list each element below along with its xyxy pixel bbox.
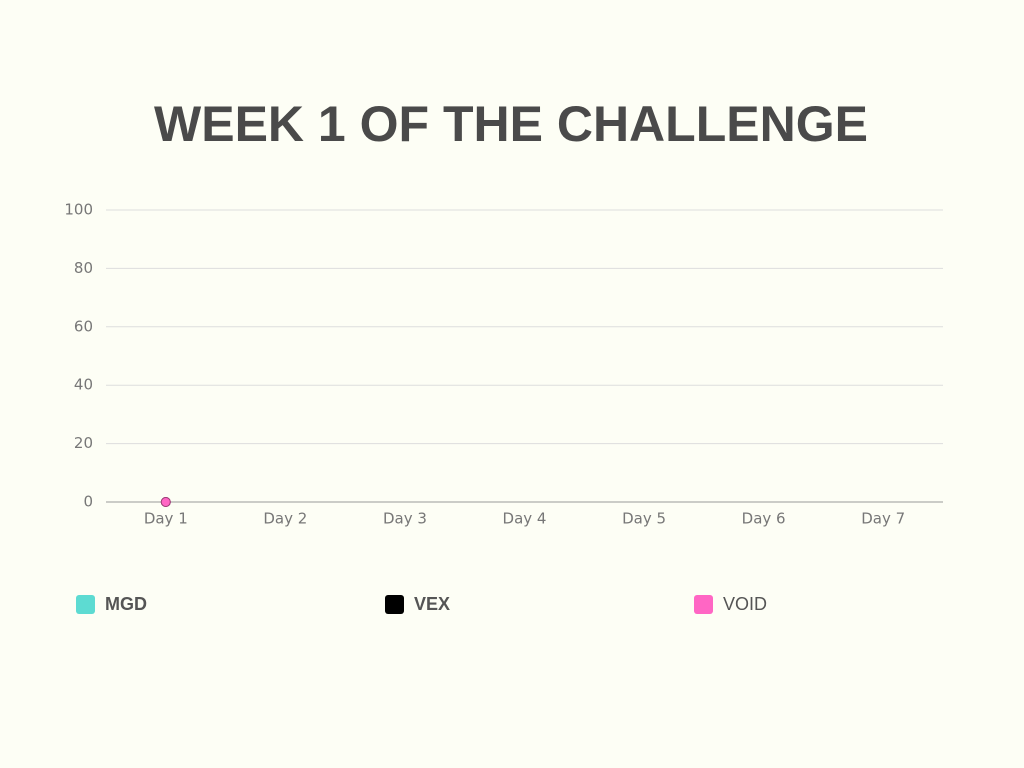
x-tick-label: Day 2	[263, 510, 307, 528]
y-tick-label: 100	[64, 201, 93, 219]
chart-title: WEEK 1 OF THE CHALLENGE	[154, 96, 868, 152]
x-tick-label: Day 7	[861, 510, 905, 528]
legend-swatch	[385, 595, 404, 614]
x-tick-label: Day 4	[503, 510, 547, 528]
x-tick-label: Day 6	[742, 510, 786, 528]
y-tick-label: 60	[74, 317, 93, 335]
y-tick-label: 20	[74, 434, 93, 452]
x-tick-label: Day 3	[383, 510, 427, 528]
y-tick-label: 40	[74, 376, 93, 394]
x-tick-label: Day 5	[622, 510, 666, 528]
legend-label: VOID	[723, 594, 767, 614]
y-tick-label: 80	[74, 259, 93, 277]
x-tick-label: Day 1	[144, 510, 188, 528]
y-tick-label: 0	[83, 493, 93, 511]
data-point	[160, 497, 171, 507]
legend-label: VEX	[414, 594, 450, 614]
legend-swatch	[76, 595, 95, 614]
legend-swatch	[694, 595, 713, 614]
legend-label: MGD	[105, 594, 147, 614]
